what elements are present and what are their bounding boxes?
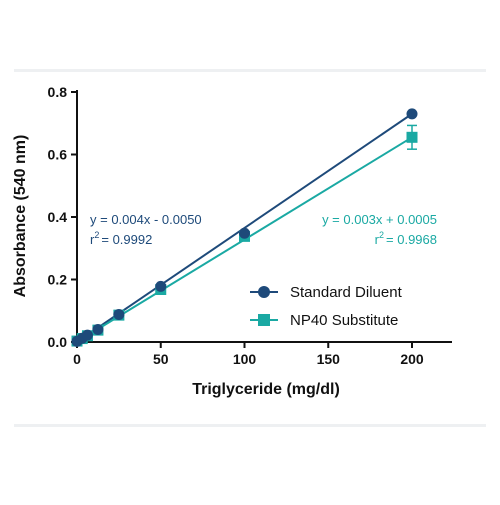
data-point-standard-diluent <box>406 108 418 120</box>
legend: Standard Diluent NP40 Substitute <box>250 284 403 329</box>
legend-marker-np40 <box>258 314 270 326</box>
top-divider <box>14 69 486 72</box>
x-tick-label: 200 <box>400 351 424 367</box>
y-tick-label: 0.6 <box>48 147 68 163</box>
legend-marker-standard-diluent <box>258 286 270 298</box>
y-tick-label: 0.0 <box>48 334 68 350</box>
data-point-standard-diluent <box>113 309 125 320</box>
legend-label-standard-diluent: Standard Diluent <box>290 284 403 301</box>
x-tick-label: 0 <box>73 351 81 367</box>
y-tick-label: 0.8 <box>48 84 68 100</box>
legend-label-np40: NP40 Substitute <box>290 312 398 329</box>
axis-ticks: 0.0 0.2 0.4 0.6 0.8 0 50 100 150 200 <box>48 84 424 367</box>
np40-equation: y = 0.003x + 0.0005 <box>322 212 437 227</box>
y-tick-label: 0.4 <box>48 209 68 225</box>
data-point-standard-diluent <box>81 329 93 341</box>
x-axis-title: Triglyceride (mg/dl) <box>192 381 340 398</box>
np40-r2-label: r <box>375 232 380 247</box>
x-tick-label: 50 <box>153 351 169 367</box>
data-point-standard-diluent <box>239 227 250 239</box>
standard-diluent-r2: r2 = 0.9992 <box>90 230 152 247</box>
data-points <box>71 108 418 347</box>
y-axis-title: Absorbance (540 nm) <box>12 135 29 298</box>
standard-diluent-r2-sup: 2 <box>94 230 99 240</box>
x-tick-label: 100 <box>233 351 257 367</box>
bottom-divider <box>14 424 486 427</box>
np40-r2-sup: 2 <box>379 230 384 240</box>
data-point-standard-diluent <box>92 324 104 335</box>
x-tick-label: 150 <box>317 351 341 367</box>
np40-r2-value: = 0.9968 <box>386 232 437 247</box>
data-point-standard-diluent <box>155 280 167 292</box>
standard-diluent-r2-label: r <box>90 232 95 247</box>
data-point-np40 <box>406 131 418 143</box>
standard-diluent-equation: y = 0.004x - 0.0050 <box>90 212 202 227</box>
np40-r2: r2 = 0.9968 <box>375 230 437 247</box>
y-tick-label: 0.2 <box>48 272 68 288</box>
standard-diluent-r2-value: = 0.9992 <box>101 232 152 247</box>
